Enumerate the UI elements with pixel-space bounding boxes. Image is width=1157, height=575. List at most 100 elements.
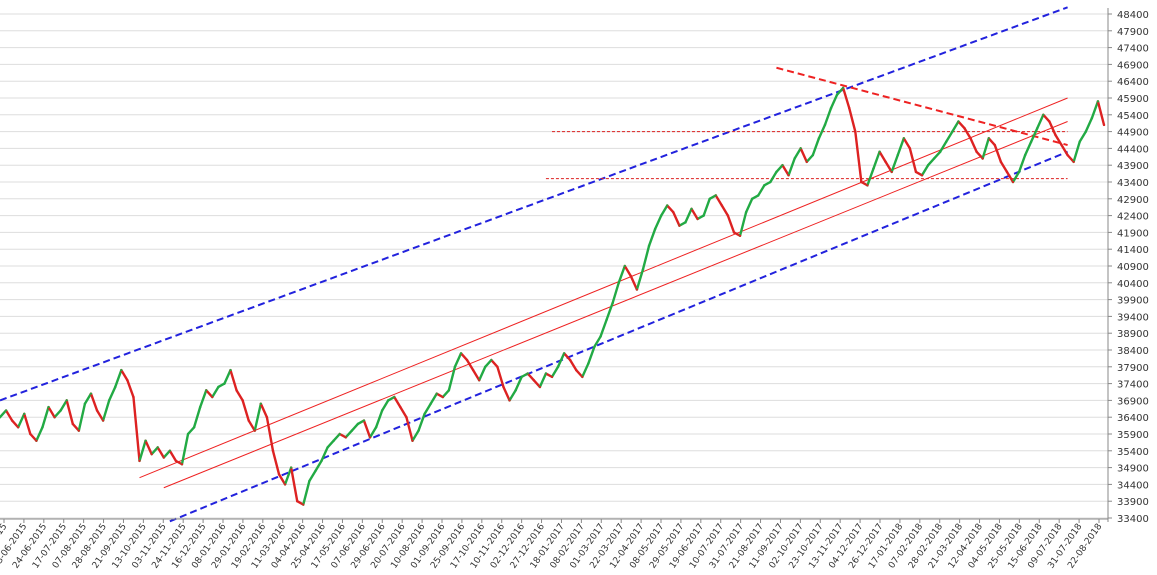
price-series xyxy=(0,86,1106,506)
price-point xyxy=(538,385,541,389)
price-segment xyxy=(247,419,256,432)
price-point xyxy=(1060,143,1063,147)
price-segment xyxy=(823,106,833,127)
price-point xyxy=(417,429,420,432)
price-segment xyxy=(932,150,942,160)
price-point xyxy=(605,318,608,321)
price-point xyxy=(1011,180,1015,184)
price-segment xyxy=(532,379,542,389)
price-segment xyxy=(987,137,997,147)
price-point xyxy=(1005,170,1009,174)
price-point xyxy=(635,288,639,291)
price-point xyxy=(502,385,505,389)
price-segment xyxy=(1005,170,1015,184)
price-point xyxy=(678,224,681,227)
price-segment xyxy=(47,405,56,419)
x-axis: 13-05-201503-06-201524-06-201517-07-2015… xyxy=(0,518,1108,571)
price-point xyxy=(126,379,129,382)
price-point xyxy=(1024,154,1027,157)
price-point xyxy=(320,459,323,462)
price-point xyxy=(708,197,711,200)
price-segment xyxy=(854,130,863,184)
price-segment xyxy=(617,264,626,284)
price-segment xyxy=(332,432,341,442)
price-point xyxy=(156,446,159,449)
price-segment xyxy=(896,137,906,157)
price-point xyxy=(878,150,881,153)
price-segment xyxy=(1011,170,1021,184)
price-point xyxy=(108,399,111,402)
price-point xyxy=(1084,130,1087,133)
price-segment xyxy=(1066,153,1075,164)
price-segment xyxy=(465,358,475,372)
price-segment xyxy=(872,150,881,170)
y-tick-label: 45400 xyxy=(1117,111,1149,122)
price-point xyxy=(387,399,390,402)
price-point xyxy=(945,140,948,143)
y-tick-label: 36900 xyxy=(1117,396,1149,407)
price-segment xyxy=(308,469,317,483)
price-segment xyxy=(453,352,463,368)
price-point xyxy=(35,439,38,442)
price-segment xyxy=(647,227,657,248)
price-segment xyxy=(186,426,196,436)
price-point xyxy=(805,160,808,163)
price-point xyxy=(423,412,426,415)
price-segment xyxy=(132,395,141,463)
price-segment xyxy=(593,335,602,348)
price-point xyxy=(368,436,372,439)
price-point xyxy=(211,395,214,399)
price-point xyxy=(47,406,50,409)
y-tick-label: 37900 xyxy=(1117,363,1149,374)
price-point xyxy=(180,463,184,466)
price-point xyxy=(235,389,238,392)
price-segment xyxy=(926,157,936,167)
y-tick-label: 39400 xyxy=(1117,312,1149,323)
price-segment xyxy=(326,439,335,449)
price-segment xyxy=(599,318,608,338)
price-segment xyxy=(53,409,62,419)
price-segment xyxy=(271,449,281,476)
price-point xyxy=(405,416,408,419)
price-point xyxy=(890,170,893,174)
y-tick-label: 42900 xyxy=(1117,195,1149,206)
price-point xyxy=(332,439,335,442)
price-point xyxy=(987,137,990,140)
price-segment xyxy=(514,375,523,392)
price-segment xyxy=(684,207,693,224)
price-segment xyxy=(41,405,50,429)
price-segment xyxy=(289,466,299,503)
price-point xyxy=(884,160,887,163)
price-segment xyxy=(848,106,857,133)
price-segment xyxy=(29,432,38,442)
price-point xyxy=(0,416,2,419)
price-segment xyxy=(963,127,972,140)
price-segment xyxy=(1078,130,1088,143)
price-segment xyxy=(59,399,68,412)
price-segment xyxy=(635,268,645,291)
price-segment xyxy=(411,429,420,442)
price-segment xyxy=(908,147,918,174)
price-point xyxy=(381,409,384,412)
y-tick-label: 39900 xyxy=(1117,296,1149,307)
price-point xyxy=(95,409,99,412)
price-point xyxy=(41,426,44,429)
price-segment xyxy=(362,419,372,439)
price-segment xyxy=(277,473,287,486)
price-point xyxy=(114,385,117,389)
price-segment xyxy=(95,409,105,422)
price-point xyxy=(993,143,996,147)
price-point xyxy=(745,211,748,214)
price-point xyxy=(914,170,918,174)
price-point xyxy=(757,194,760,197)
price-segment xyxy=(623,264,633,278)
price-point xyxy=(241,399,244,402)
price-segment xyxy=(496,365,505,389)
price-segment xyxy=(508,389,517,402)
price-point xyxy=(556,365,560,368)
price-segment xyxy=(198,389,208,409)
price-point xyxy=(302,503,305,506)
price-point xyxy=(435,392,438,395)
price-segment xyxy=(71,422,81,432)
price-segment xyxy=(350,422,360,432)
